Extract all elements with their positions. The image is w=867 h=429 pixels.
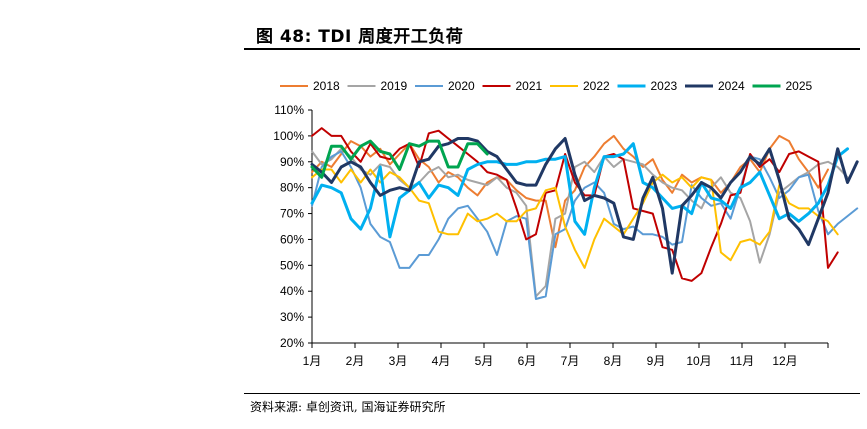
series-line-2024	[310, 137, 859, 275]
legend-label-2018: 2018	[313, 79, 340, 93]
x-tick-label: 9月	[647, 354, 666, 368]
legend-label-2020: 2020	[448, 79, 475, 93]
x-tick-label: 2月	[346, 354, 365, 368]
y-axis: 20% 30% 40% 50% 60% 70% 80% 90% 100% 110%	[273, 103, 313, 350]
x-tick-label: 10月	[686, 354, 711, 368]
legend-label-2024: 2024	[718, 79, 745, 93]
y-tick-label: 90%	[280, 155, 304, 169]
x-tick-label: 4月	[432, 354, 451, 368]
y-tick-label: 40%	[280, 284, 304, 298]
x-tick-label: 11月	[730, 354, 754, 368]
series-line-2023	[310, 142, 849, 239]
x-tick-label: 6月	[518, 354, 537, 368]
chart-legend: 2018 2019 2020 2021 2022 2023 2024 2025	[280, 79, 813, 93]
series-line-2022	[311, 168, 839, 269]
legend-label-2022: 2022	[583, 79, 610, 93]
y-tick-label: 50%	[280, 258, 304, 272]
source-divider	[244, 393, 860, 394]
x-axis: 1月 2月 3月 4月 5月 6月 7月 8月 9月 10月 11月 12月	[303, 342, 829, 368]
series-line-2021	[311, 127, 839, 282]
source-note: 资料来源: 卓创资讯, 国海证券研究所	[250, 400, 446, 414]
x-tick-label: 8月	[604, 354, 623, 368]
x-tick-label: 3月	[389, 354, 408, 368]
x-tick-label: 5月	[475, 354, 494, 368]
figure-title: 图 48: TDI 周度开工负荷	[256, 27, 464, 47]
y-tick-label: 60%	[280, 232, 304, 246]
series-layer	[310, 127, 859, 300]
x-tick-label: 7月	[561, 354, 580, 368]
y-tick-label: 110%	[274, 103, 304, 117]
legend-label-2025: 2025	[786, 79, 813, 93]
y-tick-label: 20%	[280, 336, 304, 350]
series-line-2020	[311, 150, 859, 300]
legend-label-2019: 2019	[381, 79, 408, 93]
x-tick-label: 12月	[772, 354, 797, 368]
legend-label-2023: 2023	[651, 79, 678, 93]
y-tick-label: 70%	[280, 207, 304, 221]
y-tick-label: 30%	[280, 310, 304, 324]
series-line-2025	[310, 139, 489, 179]
y-tick-label: 100%	[273, 129, 304, 143]
figure-title-bar: 图 48: TDI 周度开工负荷	[244, 18, 860, 48]
title-divider	[244, 48, 860, 50]
series-line-2019	[311, 147, 849, 298]
legend-label-2021: 2021	[516, 79, 543, 93]
x-tick-label: 1月	[303, 354, 322, 368]
y-tick-label: 80%	[280, 181, 304, 195]
